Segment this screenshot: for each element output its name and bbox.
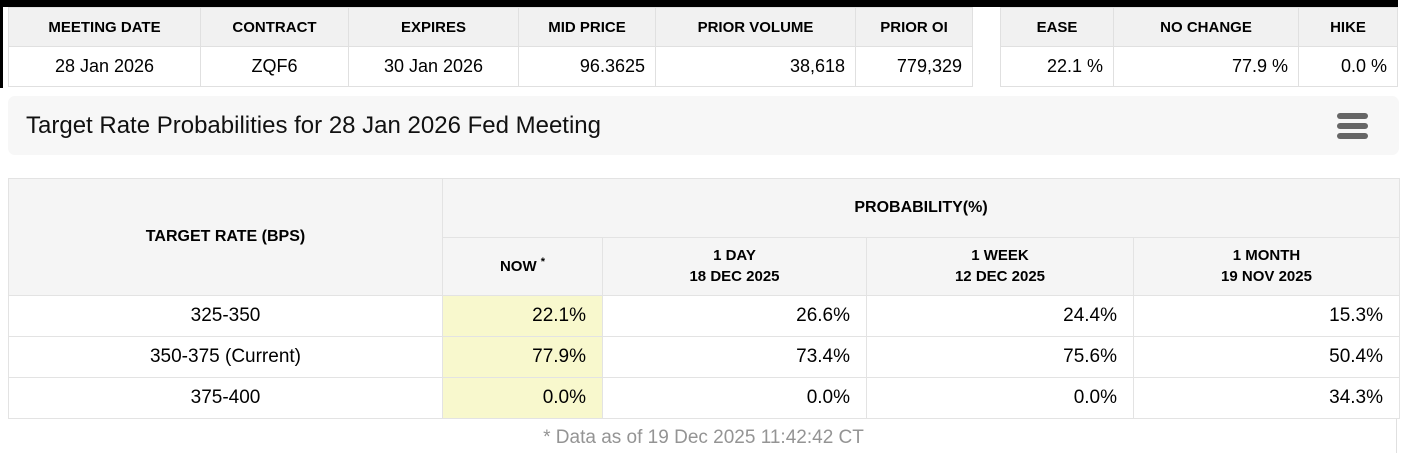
one-week-probability: 0.0% bbox=[866, 377, 1134, 419]
col-header-prior-volume: PRIOR VOLUME bbox=[655, 7, 856, 47]
one-month-probability: 50.4% bbox=[1132, 336, 1401, 378]
now-probability: 22.1% bbox=[442, 295, 603, 337]
data-as-of-footnote: * Data as of 19 Dec 2025 11:42:42 CT bbox=[543, 427, 864, 448]
one-month-date: 19 NOV 2025 bbox=[1221, 267, 1312, 285]
contract-summary-header-row: MEETING DATE CONTRACT EXPIRES MID PRICE … bbox=[8, 7, 973, 47]
one-day-date: 18 DEC 2025 bbox=[689, 267, 780, 285]
col-header-1-day: 1 DAY 18 DEC 2025 bbox=[602, 237, 867, 296]
rate-label: 325-350 bbox=[8, 295, 443, 337]
one-week-date: 12 DEC 2025 bbox=[954, 267, 1046, 285]
col-header-prior-oi: PRIOR OI bbox=[855, 7, 973, 47]
contract-value: ZQF6 bbox=[200, 46, 349, 87]
prior-volume-value: 38,618 bbox=[655, 46, 856, 87]
no-change-value: 77.9 % bbox=[1113, 46, 1299, 87]
probability-subheader-row: NOW * 1 DAY 18 DEC 2025 1 WEEK 12 DEC 2025… bbox=[9, 237, 1401, 296]
left-edge-bar bbox=[0, 0, 3, 88]
one-day-probability: 0.0% bbox=[602, 377, 867, 419]
one-month-probability: 15.3% bbox=[1132, 295, 1401, 337]
col-header-no-change: NO CHANGE bbox=[1113, 7, 1299, 47]
hamburger-bar bbox=[1337, 133, 1368, 139]
right-edge-divider bbox=[1396, 418, 1397, 453]
now-asterisk: * bbox=[540, 256, 546, 269]
col-header-expires: EXPIRES bbox=[348, 7, 519, 47]
col-header-ease: EASE bbox=[1000, 7, 1114, 47]
one-day-label: 1 DAY bbox=[713, 247, 756, 265]
col-header-hike: HIKE bbox=[1298, 7, 1398, 47]
one-day-probability: 26.6% bbox=[602, 295, 867, 337]
probability-group-header: PROBABILITY(%) bbox=[441, 178, 1401, 238]
now-label: NOW bbox=[499, 258, 537, 276]
now-probability: 0.0% bbox=[442, 377, 603, 419]
expires-value: 30 Jan 2026 bbox=[348, 46, 519, 87]
col-header-now: NOW * bbox=[442, 237, 603, 296]
probability-group-header-row: TARGET RATE (BPS) PROBABILITY(%) bbox=[8, 178, 1401, 296]
col-header-contract: CONTRACT bbox=[200, 7, 349, 47]
col-header-1-week: 1 WEEK 12 DEC 2025 bbox=[866, 237, 1134, 296]
move-probability-table: EASE NO CHANGE HIKE 22.1 % 77.9 % 0.0 % bbox=[1000, 7, 1398, 87]
top-edge-bar bbox=[0, 0, 1398, 7]
one-month-probability: 34.3% bbox=[1132, 377, 1401, 419]
hamburger-menu-icon[interactable] bbox=[1337, 113, 1368, 139]
table-row-350-375-current: 350-375 (Current) 77.9% 73.4% 75.6% 50.4… bbox=[8, 336, 1401, 378]
page-title: Target Rate Probabilities for 28 Jan 202… bbox=[26, 112, 602, 139]
ease-value: 22.1 % bbox=[1000, 46, 1114, 87]
col-header-1-month: 1 MONTH 19 NOV 2025 bbox=[1132, 237, 1401, 296]
hamburger-bar bbox=[1337, 113, 1368, 119]
chart-title-panel: Target Rate Probabilities for 28 Jan 202… bbox=[8, 96, 1399, 155]
contract-summary-data-row: 28 Jan 2026 ZQF6 30 Jan 2026 96.3625 38,… bbox=[8, 46, 973, 87]
one-week-probability: 24.4% bbox=[866, 295, 1134, 337]
target-rate-bps-header: TARGET RATE (BPS) bbox=[8, 178, 443, 296]
now-probability: 77.9% bbox=[442, 336, 603, 378]
rate-label: 375-400 bbox=[8, 377, 443, 419]
hike-value: 0.0 % bbox=[1298, 46, 1398, 87]
meeting-date-value: 28 Jan 2026 bbox=[8, 46, 201, 87]
contract-summary-table: MEETING DATE CONTRACT EXPIRES MID PRICE … bbox=[8, 7, 973, 87]
target-rate-probability-table: TARGET RATE (BPS) PROBABILITY(%) NOW * 1… bbox=[8, 178, 1401, 419]
one-month-label: 1 MONTH bbox=[1232, 247, 1301, 265]
hamburger-bar bbox=[1337, 123, 1368, 129]
col-header-mid-price: MID PRICE bbox=[518, 7, 656, 47]
move-probability-data-row: 22.1 % 77.9 % 0.0 % bbox=[1000, 46, 1398, 87]
one-week-probability: 75.6% bbox=[866, 336, 1134, 378]
table-row-375-400: 375-400 0.0% 0.0% 0.0% 34.3% bbox=[8, 377, 1401, 419]
prior-oi-value: 779,329 bbox=[855, 46, 973, 87]
rate-label: 350-375 (Current) bbox=[8, 336, 443, 378]
one-week-label: 1 WEEK bbox=[971, 247, 1029, 265]
mid-price-value: 96.3625 bbox=[518, 46, 656, 87]
one-day-probability: 73.4% bbox=[602, 336, 867, 378]
col-header-meeting-date: MEETING DATE bbox=[8, 7, 201, 47]
table-row-325-350: 325-350 22.1% 26.6% 24.4% 15.3% bbox=[8, 295, 1401, 337]
move-probability-header-row: EASE NO CHANGE HIKE bbox=[1000, 7, 1398, 47]
